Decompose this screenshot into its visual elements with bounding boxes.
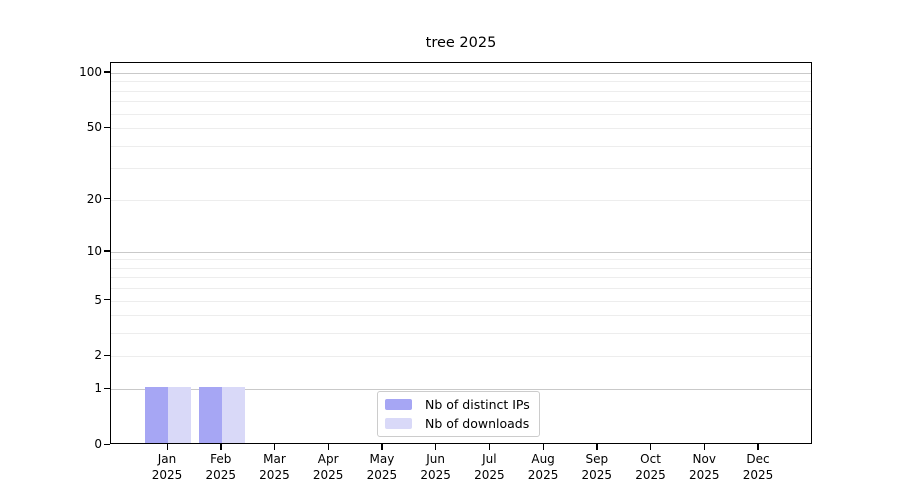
y-tick-mark xyxy=(104,354,110,357)
x-tick-month: Nov xyxy=(692,452,716,466)
x-tick-label: Feb 2025 xyxy=(189,452,253,483)
minor-gridline xyxy=(111,333,811,335)
x-tick-mark xyxy=(542,444,544,450)
legend-label-downloads: Nb of downloads xyxy=(425,416,530,431)
y-tick-mark xyxy=(104,198,110,200)
y-tick-mark xyxy=(104,71,110,73)
x-tick-label: Sep 2025 xyxy=(565,452,629,483)
minor-gridline xyxy=(111,356,811,358)
x-tick-label: Jul 2025 xyxy=(457,452,521,483)
minor-gridline xyxy=(111,81,811,83)
minor-gridline xyxy=(111,300,811,302)
x-tick-mark xyxy=(273,444,276,450)
x-tick-mark xyxy=(650,444,652,450)
x-tick-label: Aug 2025 xyxy=(511,452,575,483)
x-tick-mark xyxy=(166,444,168,450)
legend-label-distinct-ips: Nb of distinct IPs xyxy=(425,397,530,412)
y-tick-label: 0 xyxy=(94,437,102,451)
y-tick-label: 5 xyxy=(94,292,102,307)
legend-item-downloads: Nb of downloads xyxy=(385,416,530,431)
y-tick-label: 20 xyxy=(86,191,102,206)
x-tick-month: Jul xyxy=(482,452,497,466)
x-tick-year: 2025 xyxy=(151,467,183,482)
minor-gridline xyxy=(111,315,811,317)
minor-gridline xyxy=(111,199,811,201)
x-tick-month: May xyxy=(369,452,395,466)
x-tick-month: Dec xyxy=(746,452,770,466)
y-tick-mark xyxy=(104,250,110,252)
y-tick-label: 1 xyxy=(94,381,102,396)
minor-gridline xyxy=(111,168,811,170)
x-tick-mark xyxy=(596,444,598,450)
minor-gridline xyxy=(111,267,811,269)
y-tick-label: 50 xyxy=(86,120,102,135)
minor-gridline xyxy=(111,288,811,290)
minor-gridline xyxy=(111,90,811,92)
bar-distinct-ips-jan xyxy=(145,387,168,443)
y-tick-mark xyxy=(104,387,110,389)
x-tick-month: Feb xyxy=(210,452,232,466)
x-tick-mark xyxy=(327,444,329,450)
chart-title: tree 2025 xyxy=(425,35,497,51)
x-tick-mark xyxy=(488,444,491,450)
x-tick-mark xyxy=(435,444,437,450)
x-tick-year: 2025 xyxy=(205,467,236,482)
y-tick-label: 100 xyxy=(79,64,102,79)
x-tick-year: 2025 xyxy=(527,467,559,482)
x-tick-label: Dec 2025 xyxy=(726,452,790,483)
minor-gridline xyxy=(111,277,811,279)
major-gridline xyxy=(111,251,811,253)
plot-area: Nb of distinct IPs Nb of downloads xyxy=(110,62,812,444)
x-tick-month: Apr xyxy=(317,452,339,466)
legend-swatch-downloads-icon xyxy=(385,418,412,429)
x-tick-mark xyxy=(381,444,383,450)
bar-downloads-feb xyxy=(221,387,245,443)
x-tick-month: Oct xyxy=(640,452,661,466)
minor-gridline xyxy=(111,113,811,115)
bar-downloads-jan xyxy=(168,387,191,443)
x-tick-year: 2025 xyxy=(688,467,720,482)
y-tick-mark xyxy=(104,443,110,445)
x-tick-mark xyxy=(220,444,222,450)
x-tick-year: 2025 xyxy=(366,467,398,482)
major-gridline xyxy=(111,72,811,74)
bar-distinct-ips-feb xyxy=(198,387,222,443)
x-tick-year: 2025 xyxy=(635,467,666,482)
x-tick-month: Aug xyxy=(531,452,555,466)
x-tick-year: 2025 xyxy=(581,467,613,482)
x-tick-label: Oct 2025 xyxy=(619,452,683,483)
x-tick-year: 2025 xyxy=(474,467,505,482)
x-tick-label: Mar 2025 xyxy=(242,452,306,483)
x-tick-month: Sep xyxy=(585,452,609,466)
x-tick-month: Jun xyxy=(426,452,445,466)
x-tick-label: Nov 2025 xyxy=(672,452,736,483)
x-tick-mark xyxy=(703,444,706,450)
x-tick-mark xyxy=(757,444,759,450)
x-tick-label: Apr 2025 xyxy=(296,452,360,483)
x-tick-year: 2025 xyxy=(259,467,290,482)
x-tick-month: Mar xyxy=(263,452,286,466)
x-tick-year: 2025 xyxy=(742,467,774,482)
y-tick-label: 10 xyxy=(86,243,102,258)
x-tick-label: Jun 2025 xyxy=(404,452,468,483)
minor-gridline xyxy=(111,128,811,130)
x-tick-month: Jan xyxy=(157,452,177,466)
y-tick-label: 2 xyxy=(94,348,102,363)
minor-gridline xyxy=(111,145,811,147)
x-tick-year: 2025 xyxy=(420,467,451,482)
x-tick-label: May 2025 xyxy=(350,452,414,483)
x-tick-year: 2025 xyxy=(312,467,344,482)
legend: Nb of distinct IPs Nb of downloads xyxy=(377,391,540,437)
y-tick-mark xyxy=(104,299,110,301)
y-tick-mark xyxy=(104,126,110,128)
minor-gridline xyxy=(111,101,811,103)
major-gridline xyxy=(111,389,811,391)
x-tick-label: Jan 2025 xyxy=(135,452,199,483)
legend-item-distinct-ips: Nb of distinct IPs xyxy=(385,397,530,412)
minor-gridline xyxy=(111,259,811,261)
legend-swatch-distinct-ips-icon xyxy=(385,399,412,410)
